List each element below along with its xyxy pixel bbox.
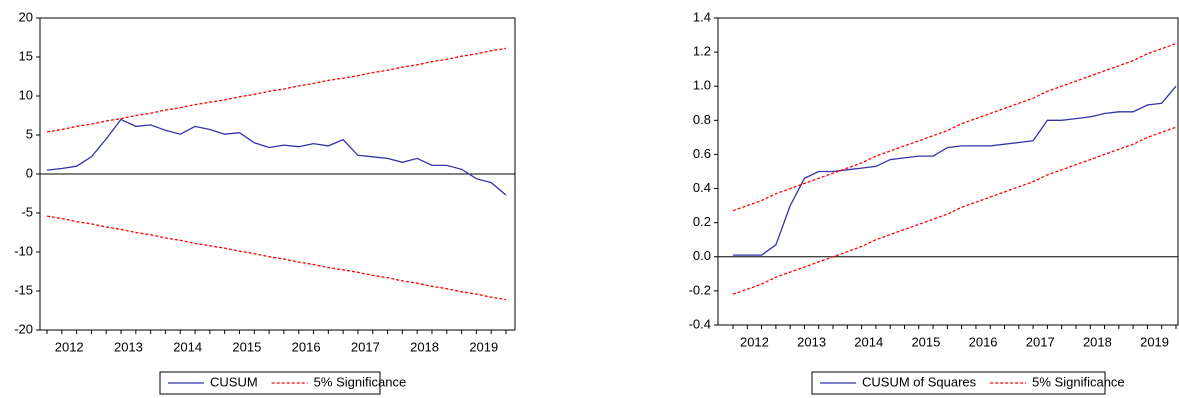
y-tick-label: -10 — [14, 243, 33, 258]
x-tick-label: 2017 — [351, 339, 380, 354]
plot-frame — [717, 17, 1179, 326]
y-tick-label: 5 — [26, 126, 33, 141]
y-tick-label: -20 — [14, 321, 33, 336]
x-tick-label: 2014 — [173, 339, 202, 354]
y-tick-label: 15 — [19, 48, 33, 63]
series-line — [733, 85, 1177, 256]
y-tick-label: -15 — [14, 282, 33, 297]
y-tick-label: 0 — [26, 165, 33, 180]
x-tick-label: 2019 — [469, 339, 498, 354]
significance-line — [46, 47, 507, 133]
y-tick-label: 0.2 — [693, 214, 711, 229]
legend-label: 5% Significance — [314, 374, 407, 389]
x-tick-label: 2015 — [911, 334, 940, 349]
y-tick-label: -0.2 — [689, 282, 711, 297]
y-tick-label: 20 — [19, 9, 33, 24]
legend-label: CUSUM — [210, 374, 258, 389]
y-tick-label: 0.8 — [693, 112, 711, 127]
x-tick-label: 2018 — [410, 339, 439, 354]
significance-line — [732, 126, 1177, 295]
legend-label: CUSUM of Squares — [862, 374, 977, 389]
x-tick-label: 2012 — [740, 334, 769, 349]
y-tick-label: -5 — [21, 204, 33, 219]
legend-box — [811, 371, 1106, 395]
legend-box — [159, 371, 381, 395]
y-tick-label: 10 — [19, 87, 33, 102]
significance-line — [46, 215, 507, 301]
y-tick-label: 1.0 — [693, 78, 711, 93]
x-tick-label: 2014 — [854, 334, 883, 349]
x-tick-label: 2016 — [292, 339, 321, 354]
x-tick-label: 2017 — [1026, 334, 1055, 349]
x-tick-label: 2016 — [969, 334, 998, 349]
y-tick-label: 0.4 — [693, 180, 711, 195]
y-tick-label: 0.6 — [693, 146, 711, 161]
x-tick-label: 2012 — [55, 339, 84, 354]
x-tick-label: 2013 — [797, 334, 826, 349]
y-tick-label: 1.2 — [693, 44, 711, 59]
significance-line — [732, 42, 1177, 212]
y-tick-label: 0.0 — [693, 248, 711, 263]
x-tick-label: 2015 — [232, 339, 261, 354]
x-tick-label: 2018 — [1083, 334, 1112, 349]
y-tick-label: 1.4 — [693, 9, 711, 24]
legend-label: 5% Significance — [1032, 374, 1125, 389]
x-tick-label: 2013 — [114, 339, 143, 354]
x-tick-label: 2019 — [1140, 334, 1169, 349]
y-tick-label: -0.4 — [689, 316, 711, 331]
series-line — [46, 118, 507, 196]
